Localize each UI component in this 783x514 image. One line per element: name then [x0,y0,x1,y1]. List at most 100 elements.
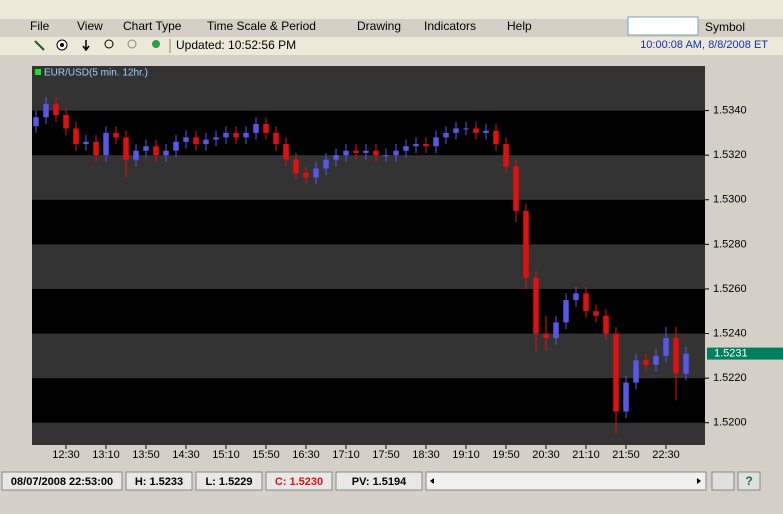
candle-body [613,333,619,412]
candle-body [83,141,89,145]
menu-item[interactable]: Chart Type [123,19,182,33]
candle-body [133,150,139,160]
status-high: H: 1.5233 [135,476,183,488]
status-light [152,40,160,48]
candle-body [293,159,299,174]
candle-body [563,300,569,323]
candle-body [513,166,519,211]
candle-body [393,150,399,156]
menu-item[interactable]: Time Scale & Period [207,19,316,33]
candle-body [153,146,159,156]
candle-body [623,382,629,412]
band [32,110,705,156]
candle-body [683,353,689,374]
status-field [265,471,333,491]
x-tick-label: 16:30 [292,449,320,461]
candle-body [363,150,369,153]
candle-body [183,137,189,142]
candle-body [213,137,219,140]
x-tick-label: 18:30 [412,449,440,461]
status-field [1,471,123,491]
status-time: 08/07/2008 22:53:00 [11,476,113,488]
menu-item[interactable]: Help [507,19,532,33]
candle-body [543,333,549,338]
status-field [335,471,423,491]
scroll-left[interactable] [430,478,434,484]
x-tick-label: 22:30 [652,449,680,461]
candle-body [653,355,659,365]
scroll-right[interactable] [697,478,701,484]
x-tick-label: 19:10 [452,449,480,461]
candle-body [93,141,99,156]
help-button[interactable] [737,471,761,491]
menu-item[interactable]: Indicators [424,19,476,33]
status-field [195,471,263,491]
candle-body [443,132,449,138]
x-tick-label: 15:10 [212,449,240,461]
menu-item[interactable]: View [77,19,103,33]
status-field [125,471,193,491]
y-tick-label: 1.5220 [713,372,747,384]
candle-body [323,159,329,169]
y-tick-label: 1.5260 [713,283,747,295]
candle-body [283,144,289,160]
chart: 1.5200 1.5220 1.5240 1.5260 1.5280 1.5300 1.53… [32,66,783,461]
candle-body [633,360,639,383]
candle-body [453,128,459,133]
band [32,66,705,111]
arrow-tool[interactable] [82,40,90,52]
candle-body [143,146,149,151]
candle-body [493,130,499,145]
menu-item[interactable]: File [30,19,50,33]
candle-body [523,210,529,278]
line-tool[interactable] [34,40,45,51]
candle-body [313,168,319,178]
band [32,378,705,423]
last-price-box [707,347,783,360]
crosshair-dot [60,43,64,47]
candle-body [63,115,69,129]
menu-bar [0,0,783,19]
candle-body [333,155,339,160]
candle-body [43,103,49,118]
candle-body [593,311,599,316]
menu-item[interactable]: Drawing [357,19,401,33]
candle-body [193,137,199,145]
candle-body [223,132,229,138]
candle-body [173,141,179,151]
y-tick-label: 1.5200 [713,417,747,429]
zoom-in[interactable] [104,39,114,49]
toolbar [0,37,783,55]
candle-body [263,123,269,133]
y-tick-label: 1.5320 [713,149,747,161]
x-tick-label: 14:30 [172,449,200,461]
candle-body [53,103,59,116]
candle-body [603,315,609,334]
status-fields: 08/07/2008 22:53:00 H: 1.5233 L: 1.5229 … [1,471,761,491]
help-icon: ? [745,474,752,488]
candle-body [33,117,39,127]
window-button[interactable] [711,471,735,491]
candle-body [203,139,209,145]
last-price-label: 1.5231 [714,348,748,360]
x-tick-label: 21:50 [612,449,640,461]
candle-body [463,128,469,130]
candle-body [573,293,579,301]
symbol-label: Symbol [705,20,745,34]
x-tick-label: 15:50 [252,449,280,461]
candle-body [663,337,669,356]
scrollbar[interactable] [425,471,707,491]
candle-body [353,150,359,153]
x-tick-label: 13:50 [132,449,160,461]
chart-title: EUR/USD(5 min. 12hr.) [44,68,148,79]
zoom-out[interactable] [127,39,137,49]
symbol-input[interactable] [627,16,699,36]
candle-body [273,132,279,145]
updated-time: Updated: 10:52:56 PM [176,38,296,52]
x-tick-label: 20:30 [532,449,560,461]
candle-body [503,144,509,167]
band [32,333,705,379]
x-tick-label: 21:10 [572,449,600,461]
candle-body [73,128,79,145]
candle-body [433,137,439,147]
